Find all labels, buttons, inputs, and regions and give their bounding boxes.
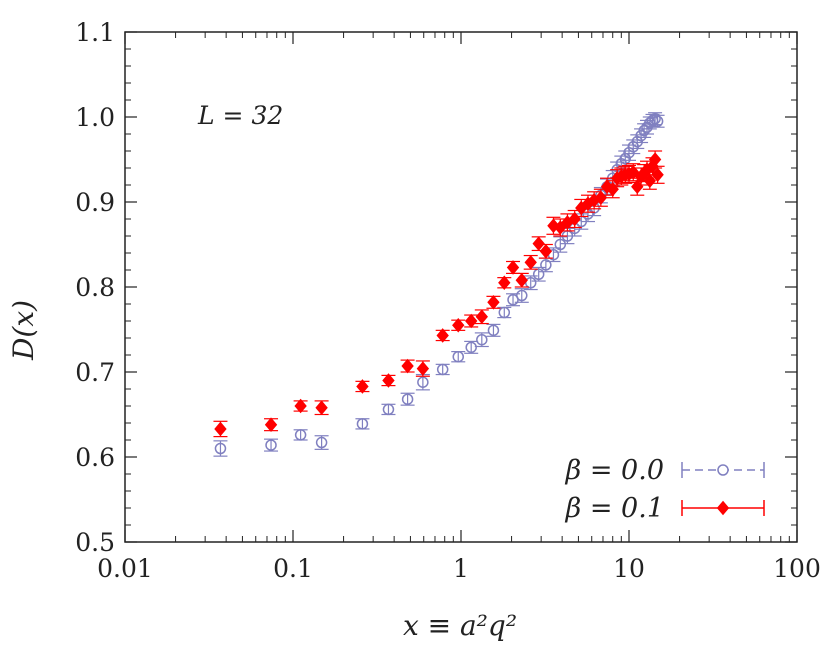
y-tick-label: 0.9: [75, 188, 115, 217]
data-point-beta-1: [436, 328, 449, 343]
data-point-beta-1: [643, 173, 656, 189]
x-axis-label: x ≡ a²q²: [403, 609, 517, 642]
data-point-beta-0: [638, 124, 650, 137]
data-point-beta-1: [401, 358, 414, 374]
data-point-beta-0: [649, 112, 661, 125]
data-point-beta-0: [540, 259, 552, 271]
data-point-beta-0: [465, 341, 477, 354]
legend: β = 0.0 β = 0.1: [565, 455, 765, 524]
data-point-beta-0: [265, 439, 277, 451]
y-tick-label: 0.6: [75, 443, 115, 472]
x-tick-label: 0.01: [97, 554, 153, 583]
data-point-beta-1: [498, 275, 511, 291]
legend-marker-0: [717, 464, 729, 476]
data-point-beta-1: [416, 361, 430, 376]
data-point-beta-1: [487, 295, 500, 310]
data-point-beta-0: [382, 403, 395, 416]
data-point-beta-0: [214, 442, 227, 455]
data-point-beta-0: [356, 418, 369, 430]
data-point-beta-0: [554, 238, 567, 251]
legend-marker-1: [716, 500, 730, 516]
data-point-beta-0: [516, 289, 528, 302]
series-1: [213, 150, 665, 438]
x-tick-label: 10: [613, 554, 645, 583]
y-tick-label: 0.5: [75, 528, 115, 557]
data-point-beta-1: [315, 400, 328, 415]
data-point-beta-0: [532, 268, 545, 280]
y-tick-label: 1.0: [75, 103, 115, 132]
data-point-beta-1: [214, 421, 227, 437]
data-point-beta-1: [651, 167, 664, 183]
data-point-beta-1: [452, 317, 465, 333]
legend-label-beta-0: β = 0.0: [565, 455, 664, 486]
legend-label-beta-1: β = 0.1: [565, 493, 664, 524]
data-point-beta-0: [315, 436, 328, 449]
data-point-beta-0: [631, 135, 644, 148]
data-point-beta-0: [476, 333, 488, 346]
data-point-beta-1: [524, 255, 537, 270]
x-tick-label: 100: [773, 554, 821, 583]
data-point-beta-1: [532, 236, 545, 251]
y-tick-label: 0.8: [75, 273, 115, 302]
data-point-beta-1: [465, 313, 478, 329]
series-0: [213, 112, 665, 457]
data-point-beta-1: [515, 272, 528, 288]
y-tick-label: 1.1: [75, 18, 115, 47]
data-point-beta-0: [651, 115, 664, 127]
x-tick-label: 1: [453, 554, 469, 583]
x-tick-label: 0.1: [273, 554, 313, 583]
data-point-beta-0: [417, 376, 429, 388]
y-axis-label: D(x): [7, 300, 40, 361]
data-point-beta-1: [506, 260, 520, 275]
data-point-beta-0: [452, 350, 464, 363]
data-point-beta-0: [619, 152, 632, 165]
data-point-beta-1: [294, 398, 307, 414]
data-point-beta-0: [487, 324, 500, 337]
data-point-beta-0: [401, 393, 414, 405]
y-tick-label: 0.7: [75, 358, 115, 387]
annotation-lattice-size: L = 32: [197, 101, 283, 130]
data-point-beta-1: [264, 417, 278, 432]
data-point-beta-1: [356, 379, 369, 394]
data-point-beta-0: [294, 429, 307, 441]
data-point-beta-1: [475, 309, 488, 325]
data-point-beta-1: [382, 373, 395, 388]
data-point-beta-0: [498, 306, 511, 319]
data-point-beta-0: [436, 363, 449, 376]
data-point-beta-1: [539, 244, 553, 259]
